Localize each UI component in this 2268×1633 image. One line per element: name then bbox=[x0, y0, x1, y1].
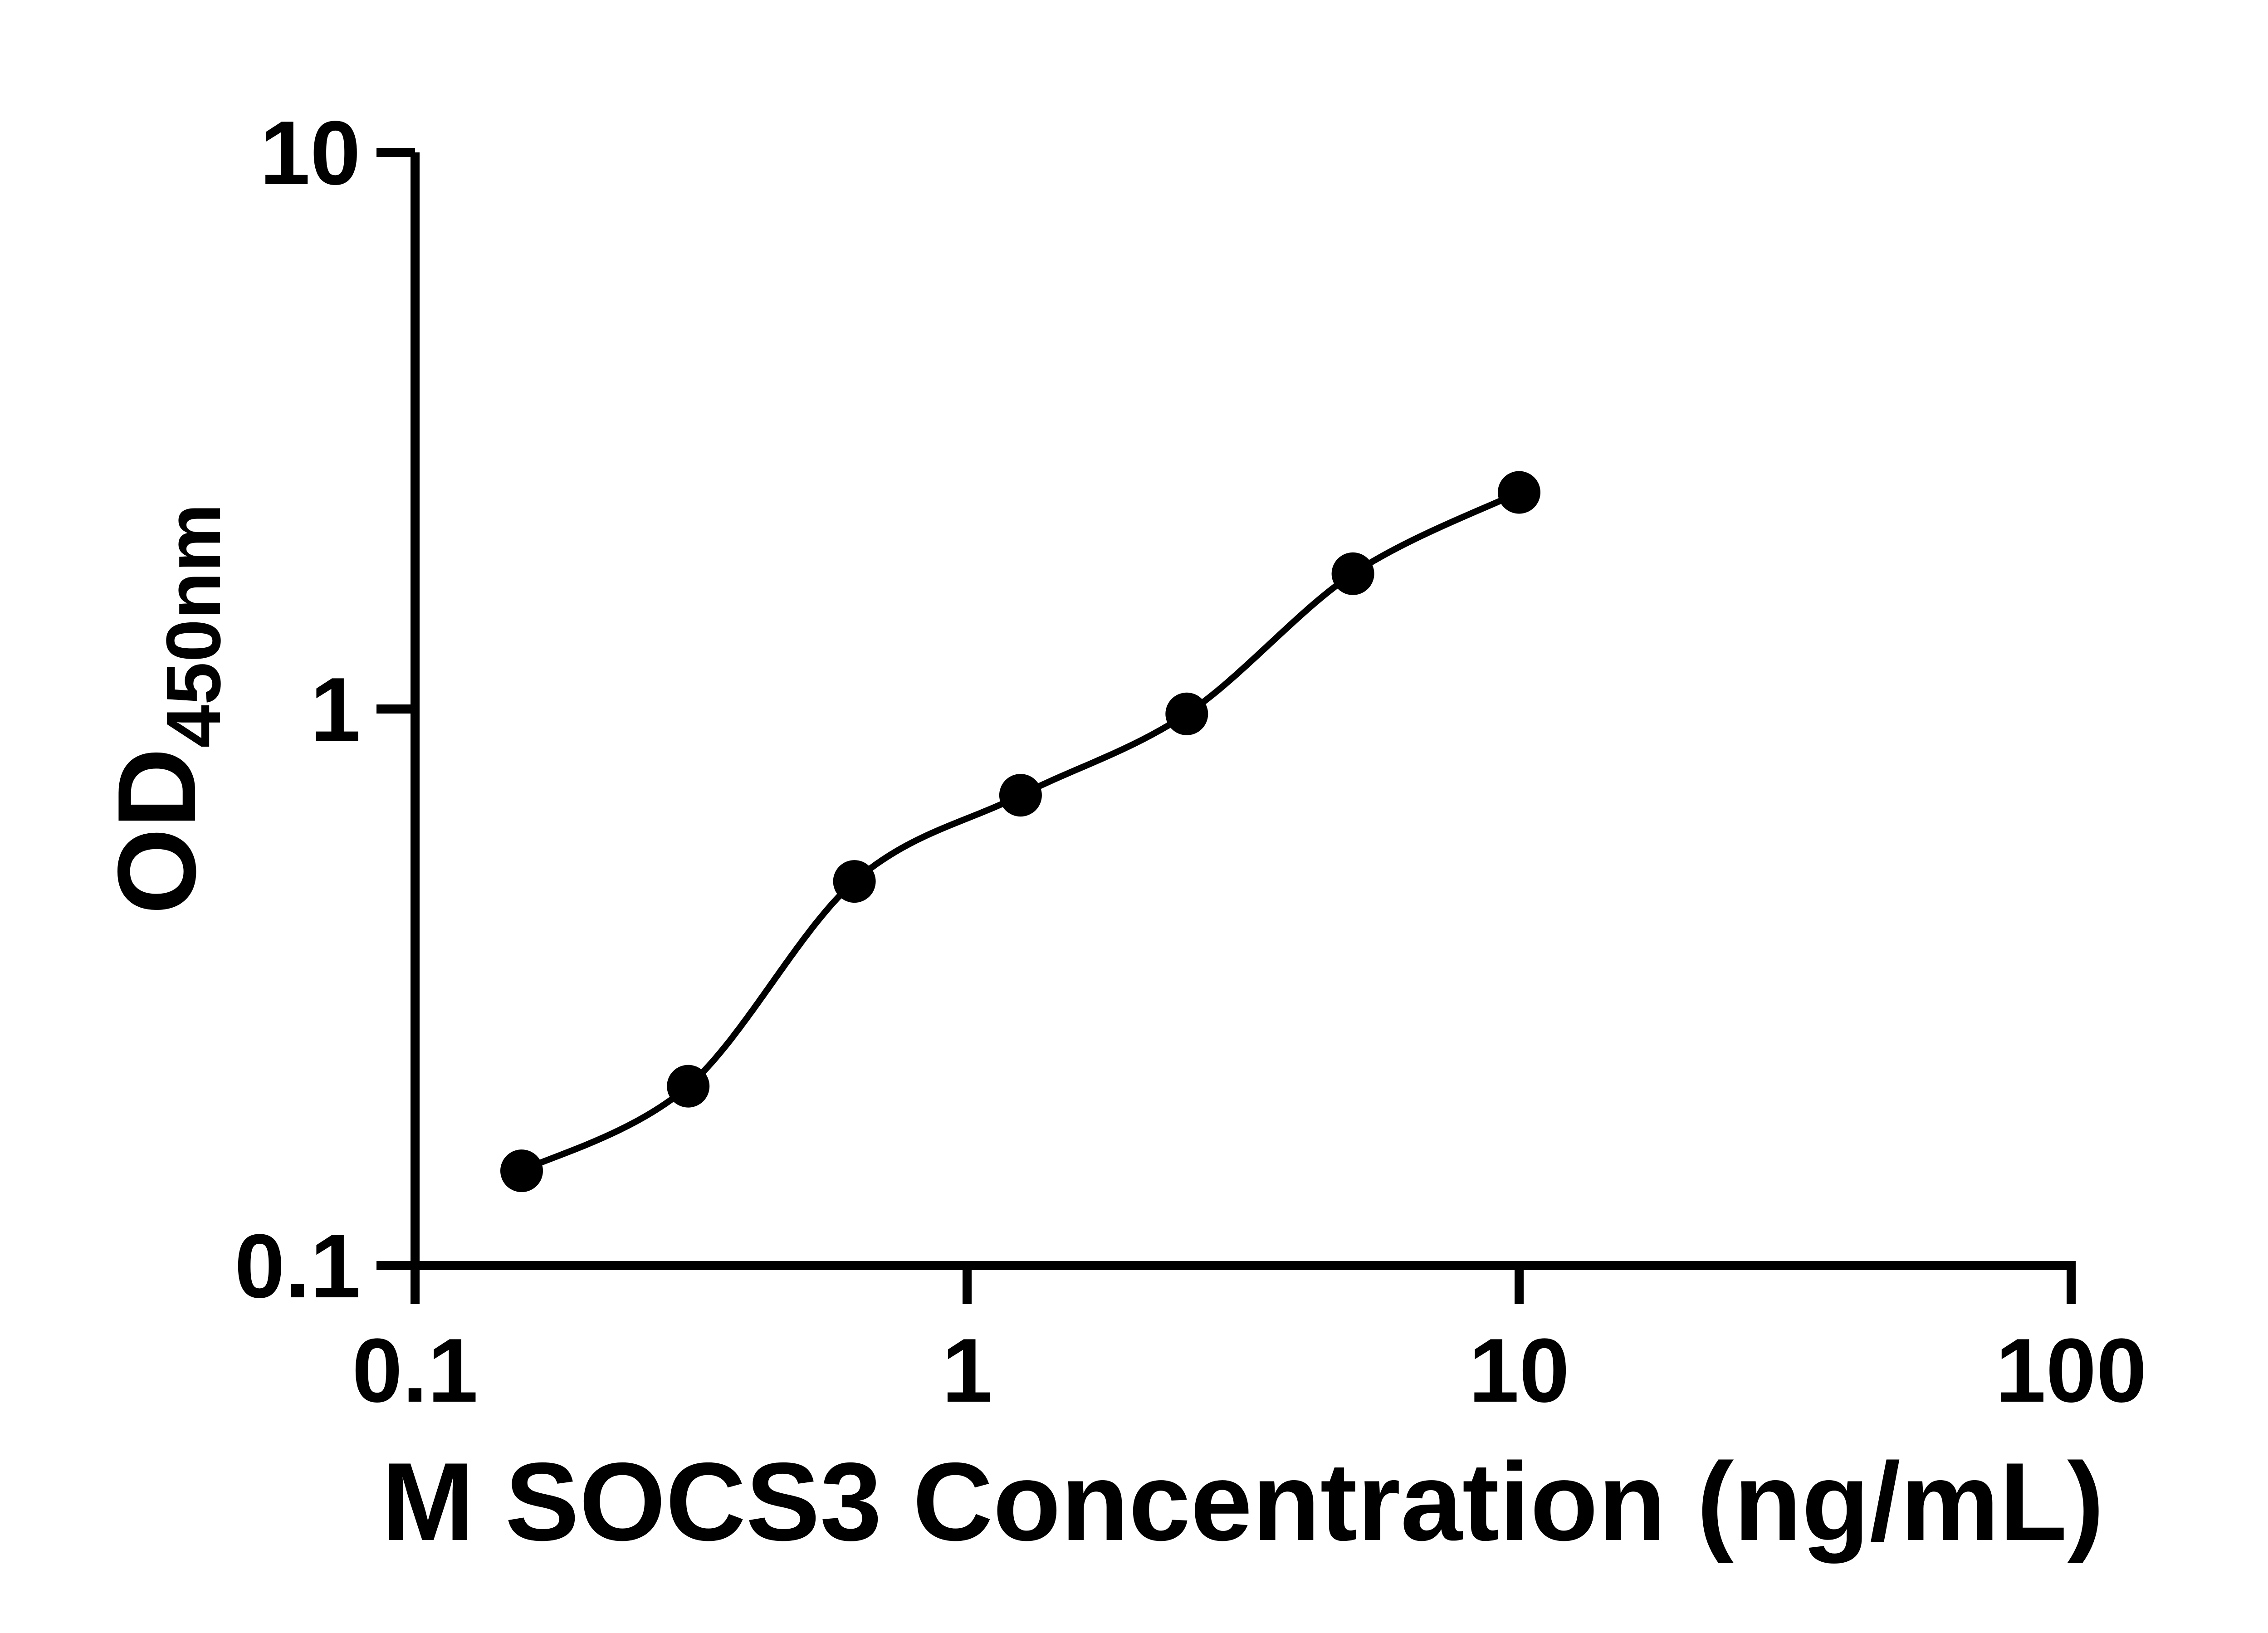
y-tick-label: 10 bbox=[260, 103, 361, 204]
x-tick-label: 1 bbox=[942, 1320, 992, 1421]
x-axis-title: M SOCS3 Concentration (ng/mL) bbox=[381, 1439, 2104, 1564]
x-tick-label: 10 bbox=[1469, 1320, 1569, 1421]
axis-spines bbox=[411, 152, 2076, 1270]
data-point bbox=[500, 1149, 543, 1193]
x-tick-label: 0.1 bbox=[352, 1320, 478, 1421]
y-axis-title-main: OD bbox=[94, 748, 219, 915]
fit-curve bbox=[518, 489, 1522, 1174]
data-point bbox=[1165, 692, 1208, 735]
data-point bbox=[999, 774, 1042, 817]
data-point bbox=[1331, 552, 1374, 595]
plot-area: 0.1 1 10 100 0.1 1 10 bbox=[235, 103, 2147, 1421]
y-axis-title-sub: 450nm bbox=[151, 504, 237, 748]
data-point bbox=[667, 1065, 710, 1108]
data-point bbox=[833, 860, 876, 903]
y-axis-title: OD450nm bbox=[94, 504, 237, 914]
x-tick-label: 100 bbox=[1995, 1320, 2147, 1421]
data-point bbox=[1498, 471, 1540, 514]
y-tick-label: 1 bbox=[310, 659, 361, 760]
y-tick-label: 0.1 bbox=[235, 1216, 361, 1317]
